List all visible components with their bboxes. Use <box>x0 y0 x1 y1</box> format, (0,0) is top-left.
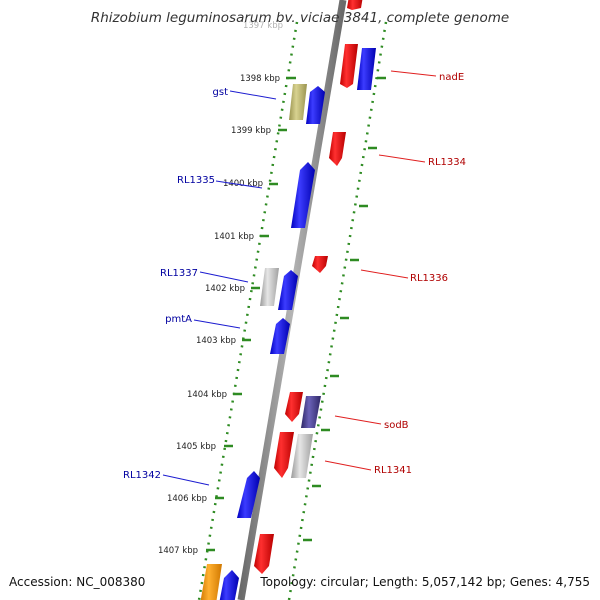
gene-feature[interactable] <box>357 48 376 90</box>
gene-label-sodb[interactable]: sodB <box>384 420 409 431</box>
gene-label-rl1341[interactable]: RL1341 <box>374 465 412 476</box>
gene-label-rl1335[interactable]: RL1335 <box>177 175 215 186</box>
kbp-label: 1397 kbp <box>243 21 283 31</box>
kbp-label: 1406 kbp <box>167 494 207 504</box>
gene-features <box>200 0 376 600</box>
gene-feature[interactable] <box>237 471 260 518</box>
gene-label-nade[interactable]: nadE <box>439 72 464 83</box>
gene-feature[interactable] <box>254 534 274 574</box>
kbp-label: 1398 kbp <box>240 74 280 84</box>
map-title: Rhizobium leguminosarum bv. viciae 3841,… <box>90 10 510 26</box>
kbp-label: 1405 kbp <box>176 442 216 452</box>
gene-feature[interactable] <box>270 318 290 354</box>
major-ticks <box>206 76 386 552</box>
gene-label-rl1334[interactable]: RL1334 <box>428 157 466 168</box>
gene-feature[interactable] <box>219 570 239 600</box>
gene-feature[interactable] <box>347 0 363 10</box>
gene-feature[interactable] <box>260 268 279 306</box>
accession-label: Accession: NC_008380 <box>9 575 146 589</box>
gene-label-rl1342[interactable]: RL1342 <box>123 470 161 481</box>
kbp-label: 1402 kbp <box>205 284 245 294</box>
gene-feature[interactable] <box>306 86 325 124</box>
gene-feature[interactable] <box>291 162 315 228</box>
kbp-label: 1404 kbp <box>187 390 227 400</box>
gene-feature[interactable] <box>291 434 313 478</box>
kbp-label: 1407 kbp <box>158 546 198 556</box>
gene-feature[interactable] <box>200 564 222 600</box>
label-connectors <box>162 70 437 486</box>
kbp-label: 1400 kbp <box>223 179 263 189</box>
gene-label-pmta[interactable]: pmtA <box>165 314 192 325</box>
gene-feature[interactable] <box>340 44 358 88</box>
left-tick-ring <box>197 21 299 600</box>
gene-label-rl1337[interactable]: RL1337 <box>160 268 198 279</box>
genome-summary: Topology: circular; Length: 5,057,142 bp… <box>260 575 590 589</box>
gene-feature[interactable] <box>289 84 307 120</box>
gene-feature[interactable] <box>278 270 298 310</box>
gene-feature[interactable] <box>301 396 321 428</box>
gene-feature[interactable] <box>329 132 346 166</box>
gene-feature[interactable] <box>285 392 303 422</box>
kbp-labels: 1397 kbp 1398 kbp 1399 kbp 1400 kbp 1401… <box>158 21 283 556</box>
right-tick-ring <box>287 21 388 600</box>
gene-label-rl1336[interactable]: RL1336 <box>410 273 448 284</box>
gene-feature[interactable] <box>312 256 328 273</box>
kbp-label: 1399 kbp <box>231 126 271 136</box>
gene-feature[interactable] <box>274 432 294 478</box>
gene-label-gst[interactable]: gst <box>213 87 229 98</box>
kbp-label: 1403 kbp <box>196 336 236 346</box>
kbp-label: 1401 kbp <box>214 232 254 242</box>
gene-labels: gst RL1335 RL1337 pmtA RL1342 nadE RL133… <box>123 72 466 481</box>
